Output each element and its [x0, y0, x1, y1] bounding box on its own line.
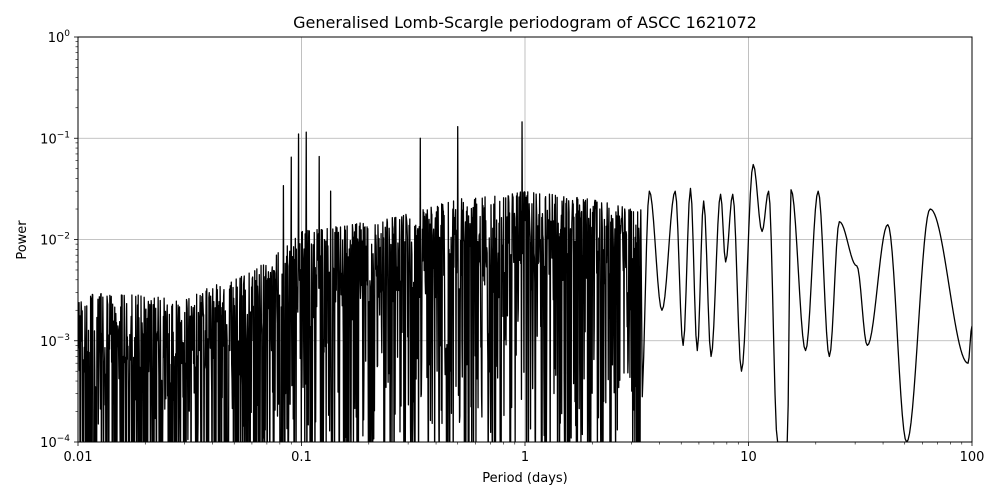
x-tick-label: 10 — [740, 450, 757, 465]
y-tick-label: 100 — [48, 29, 71, 46]
power-series-line — [78, 121, 972, 442]
y-tick-label: 10−1 — [40, 130, 70, 147]
y-tick-label: 10−3 — [40, 333, 70, 350]
y-tick-label: 10−2 — [40, 232, 70, 249]
x-tick-labels: 0.01 0.1 1 10 100 — [64, 450, 985, 465]
axis-ticks — [74, 36, 973, 446]
y-tick-labels: 10−4 10−3 10−2 10−1 100 — [40, 29, 70, 451]
y-tick-label: 10−4 — [40, 434, 70, 451]
x-tick-label: 0.01 — [64, 450, 93, 465]
chart-title: Generalised Lomb-Scargle periodogram of … — [293, 13, 757, 32]
x-tick-label: 1 — [521, 450, 529, 465]
x-tick-label: 100 — [960, 450, 985, 465]
x-axis-label: Period (days) — [482, 471, 568, 486]
x-tick-label: 0.1 — [291, 450, 312, 465]
y-axis-label: Power — [15, 220, 30, 260]
